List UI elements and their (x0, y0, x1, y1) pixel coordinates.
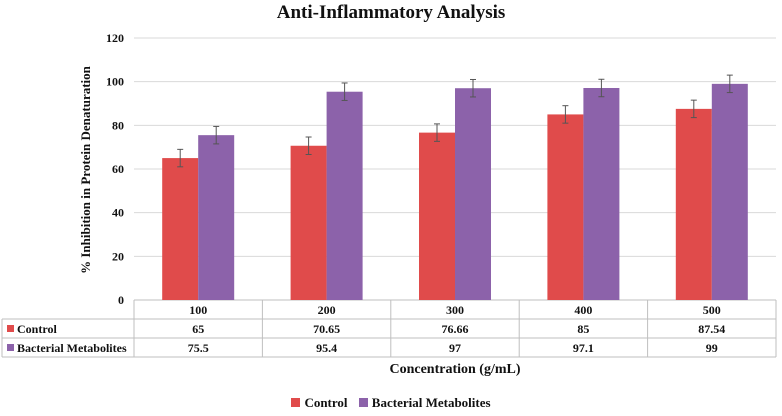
table-series-name-control: Control (17, 322, 57, 336)
legend-item-bacterial-metabolites: Bacterial Metabolites (358, 395, 491, 411)
bar-control-400 (547, 114, 584, 301)
bar-bacterial-metabolites-400 (583, 87, 620, 300)
bar-control-300 (419, 132, 455, 300)
legend-swatch-control (291, 398, 301, 407)
table-cell-control-300: 76.66 (442, 322, 469, 336)
table-cell-bacterial-metabolites-400: 97.1 (573, 341, 594, 355)
legend-swatch-bacterial-metabolites (358, 398, 368, 407)
error-bar-bacterial-metabolites-400 (598, 78, 605, 98)
bar-bacterial-metabolites-300 (455, 88, 491, 300)
table-swatch-control (7, 325, 14, 332)
table-cell-bacterial-metabolites-200: 95.4 (316, 341, 337, 355)
x-tick-label-100: 100 (189, 303, 207, 317)
y-tick-label-120: 120 (106, 31, 124, 45)
x-tick-label-400: 400 (574, 303, 592, 317)
error-bar-control-500 (690, 99, 697, 119)
x-axis-label: Concentration (g/mL) (389, 362, 521, 377)
y-tick-label-0: 0 (118, 293, 124, 307)
table-cell-bacterial-metabolites-100: 75.5 (188, 341, 209, 355)
x-tick-label-500: 500 (703, 303, 721, 317)
error-bar-bacterial-metabolites-200 (341, 82, 348, 101)
bar-control-500 (675, 108, 712, 300)
error-bar-bacterial-metabolites-500 (726, 74, 733, 94)
table-cell-control-100: 65 (192, 322, 204, 336)
bars (162, 83, 748, 301)
table-cell-control-400: 85 (577, 322, 589, 336)
table-cell-control-200: 70.65 (313, 322, 340, 336)
y-tick-label-20: 20 (112, 249, 124, 263)
bar-control-100 (162, 158, 199, 300)
error-bar-bacterial-metabolites-300 (470, 78, 476, 98)
y-tick-label-40: 40 (112, 206, 124, 220)
table-swatch-bacterial-metabolites (7, 344, 14, 351)
x-tick-label-200: 200 (318, 303, 336, 317)
bar-bacterial-metabolites-100 (198, 135, 235, 300)
bar-bacterial-metabolites-500 (711, 83, 748, 300)
error-bars (177, 74, 733, 168)
legend: Control Bacterial Metabolites (0, 395, 782, 411)
error-bar-control-200 (305, 136, 312, 155)
y-tick-label-60: 60 (112, 162, 124, 176)
table-cell-bacterial-metabolites-300: 97 (449, 341, 461, 355)
error-bar-control-300 (434, 123, 440, 142)
table-series-name-bacterial-metabolites: Bacterial Metabolites (17, 341, 127, 355)
x-tick-label-300: 300 (446, 303, 464, 317)
table-cell-bacterial-metabolites-500: 99 (706, 341, 718, 355)
bar-bacterial-metabolites-200 (326, 91, 363, 301)
data-table: 100 200 300 400 500 Control 65 70.65 76.66 85 87.5… (1, 300, 777, 358)
chart-title: Anti-Inflammatory Analysis (276, 2, 506, 23)
y-tick-label-80: 80 (112, 118, 124, 132)
bar-control-200 (290, 145, 327, 300)
error-bar-bacterial-metabolites-100 (213, 125, 220, 145)
y-axis-ticks: 0 20 40 60 80 100 120 (106, 31, 124, 307)
legend-item-control: Control (291, 395, 348, 411)
table-cell-control-500: 87.54 (698, 322, 725, 336)
error-bar-control-400 (562, 105, 569, 124)
error-bar-control-100 (177, 148, 184, 168)
y-tick-label-100: 100 (106, 75, 124, 89)
